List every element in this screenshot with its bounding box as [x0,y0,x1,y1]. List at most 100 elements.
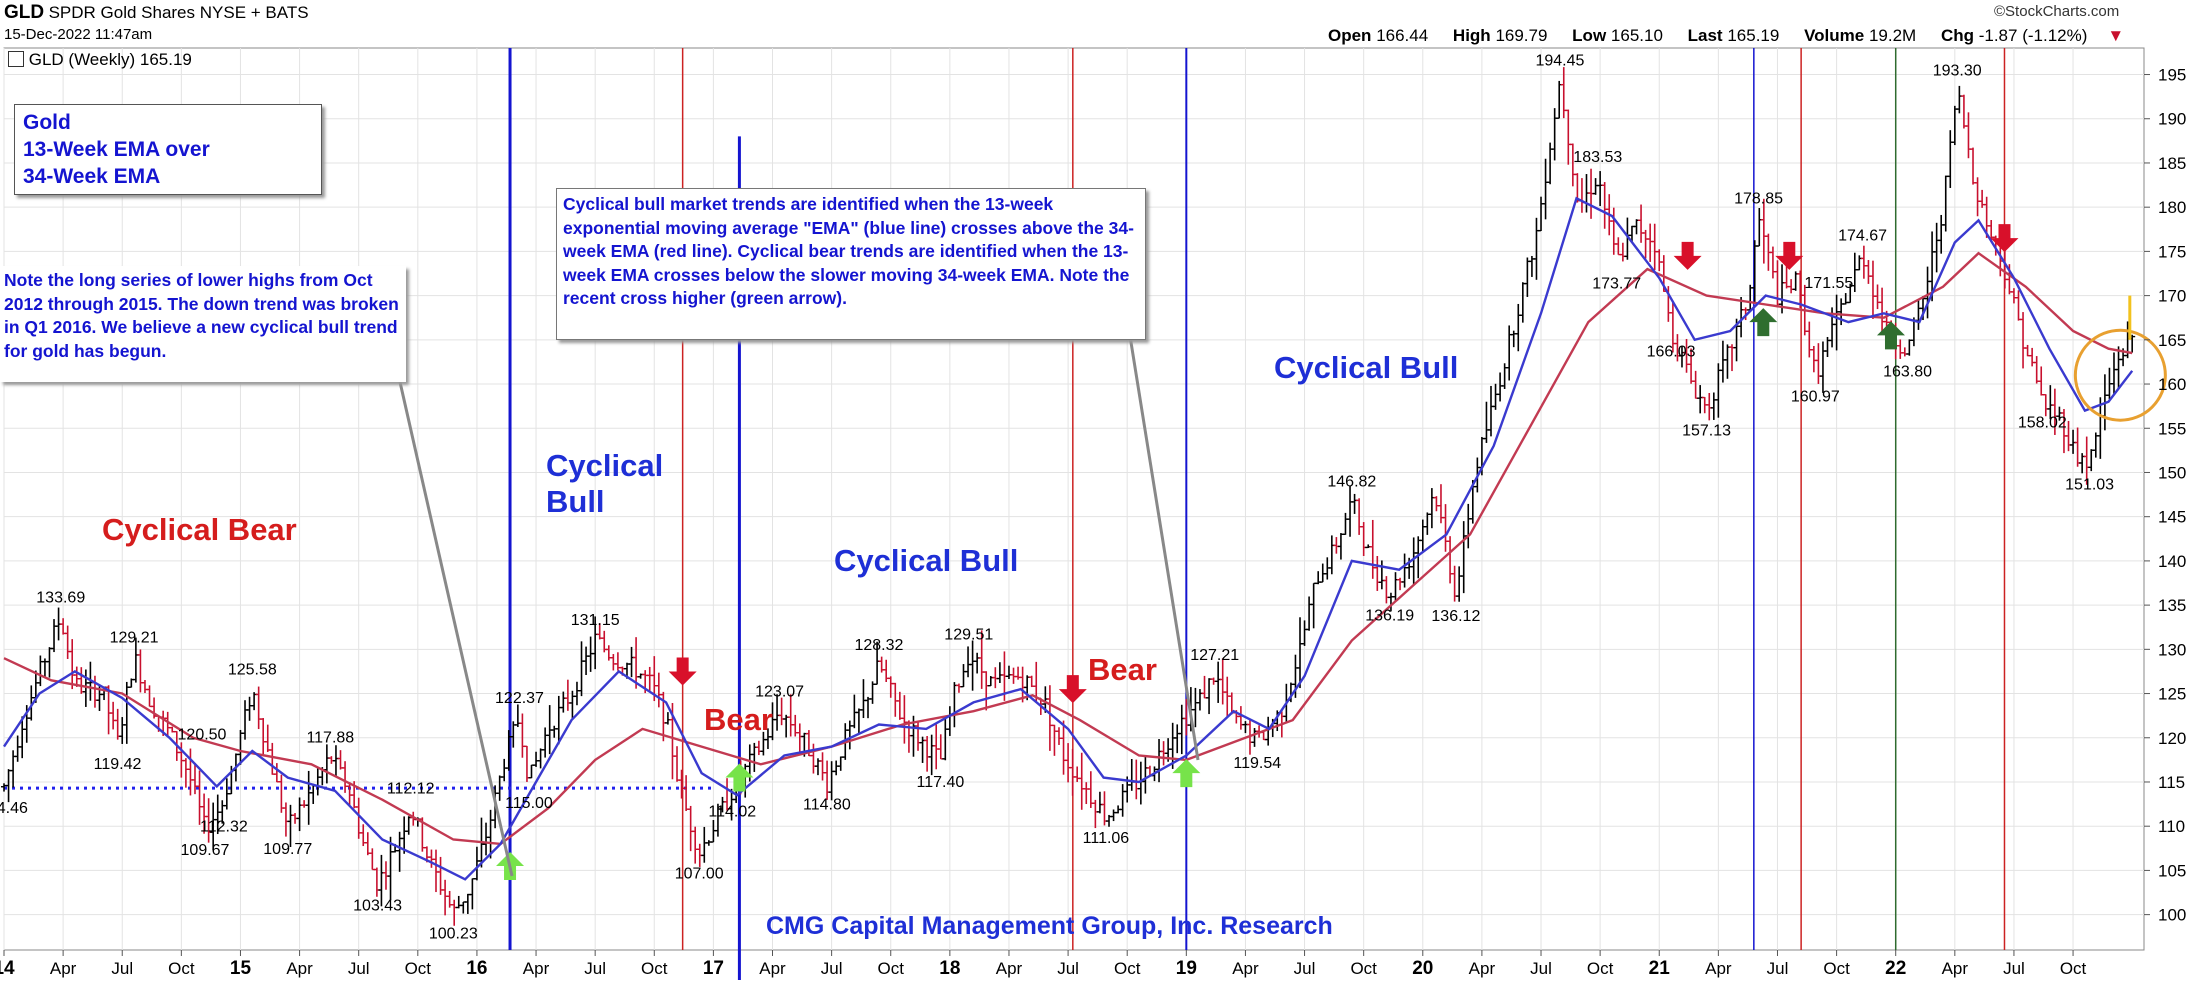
research-credit: CMG Capital Management Group, Inc. Resea… [766,912,1333,940]
y-tick-label: 135 [2158,596,2186,615]
value-label: 163.80 [1883,363,1932,380]
x-tick-label: Oct [2060,959,2087,978]
highlight-circle [2073,328,2167,422]
value-label: 158.02 [2018,415,2067,432]
x-tick-label: 20 [1412,958,1433,979]
legend-box: Gold 13-Week EMA over 34-Week EMA [14,104,322,195]
ema-lines [3,196,2134,881]
open-value: 166.44 [1376,26,1429,45]
open-label: Open [1328,26,1372,45]
volume-value: 19.2M [1868,26,1917,45]
y-tick-label: 155 [2158,419,2186,438]
label-cyclical-bull-1: Cyclical Bull [546,448,663,520]
bear-arrow-icon [1775,241,1804,270]
ema-13-line [3,196,2134,881]
value-label: 114.80 [803,797,851,814]
x-tick-label: Apr [1232,959,1259,978]
value-label: 112.12 [387,780,435,797]
x-tick-label: 17 [703,958,724,979]
x-tick-label: Apr [1942,959,1969,978]
callout-line-left [398,381,514,877]
value-label: 171.55 [1804,275,1853,292]
x-tick-label: Oct [1587,959,1614,978]
callout-lines [398,335,1200,877]
label-cyclical-bull-3: Cyclical Bull [1274,350,1459,385]
bull-arrow-icon [1876,321,1905,350]
bull-arrow-icon [725,763,754,792]
note-lower-highs: Note the long series of lower highs from… [0,266,406,382]
value-label: 136.19 [1365,608,1414,625]
label-bear-1: Bear [704,702,773,737]
x-tick-label: Jul [1294,959,1316,978]
ticker-symbol: GLD [4,2,45,23]
value-label: 129.51 [944,627,993,644]
x-tick-label: 18 [939,958,960,979]
y-tick-label: 105 [2158,861,2186,880]
x-tick-label: Jul [1530,959,1552,978]
y-tick-label: 180 [2158,198,2186,217]
x-tick-label: Oct [1114,959,1141,978]
legend-line-3: 34-Week EMA [23,165,161,188]
chg-value: -1.87 (-1.12%) [1978,26,2088,45]
label-cyclical-bear: Cyclical Bear [102,512,297,547]
x-tick-label: 22 [1885,958,1906,979]
y-tick-label: 115 [2158,773,2185,792]
value-label: 114.46 [0,800,28,817]
y-tick-label: 110 [2158,817,2185,836]
value-label: 136.12 [1431,608,1480,625]
value-label: 133.69 [36,590,85,607]
y-tick-label: 195 [2158,66,2186,85]
x-tick-label: Apr [759,959,786,978]
high-label: High [1452,26,1491,45]
value-label: 194.45 [1535,52,1584,69]
ema-34-line [3,251,2133,846]
x-tick-label: Apr [50,959,77,978]
header: GLD SPDR Gold Shares NYSE + BATS [4,2,309,24]
value-label: 109.67 [181,842,230,859]
bear-arrow-icon [1990,224,2019,253]
x-tick-label: Jul [821,959,843,978]
x-tick-label: Jul [2003,959,2025,978]
x-tick-label: Apr [523,959,550,978]
x-tick-label: Apr [1469,959,1496,978]
y-tick-label: 130 [2158,640,2186,659]
value-label: 193.30 [1933,63,1982,80]
x-tick-label: Apr [1705,959,1732,978]
low-value: 165.10 [1610,26,1663,45]
y-tick-label: 120 [2158,729,2186,748]
value-label: 125.58 [228,661,277,678]
label-bear-2: Bear [1088,652,1157,687]
x-tick-label: 21 [1649,958,1671,979]
value-label: 111.06 [1083,830,1130,847]
legend-line-2: 13-Week EMA over [23,138,210,161]
x-tick-label: Jul [111,959,133,978]
grid [3,47,2145,951]
value-label: 114.02 [708,804,756,821]
x-tick-label: Jul [348,959,370,978]
value-label: 127.21 [1190,647,1239,664]
note-ema-rules: Cyclical bull market trends are identifi… [556,188,1146,340]
y-tick-label: 150 [2158,463,2186,482]
signal-arrows [496,224,2167,880]
x-tick-label: Jul [1767,959,1789,978]
y-tick-label: 190 [2158,110,2186,129]
high-value: 169.79 [1495,26,1548,45]
value-label: 103.43 [353,897,402,914]
chart-date: 15-Dec-2022 11:47am [4,26,153,43]
value-label: 117.88 [306,730,354,747]
x-tick-label: Oct [1350,959,1377,978]
value-label: 128.32 [854,637,903,654]
bear-arrow-icon [668,657,697,686]
chg-down-icon: ▼ [2107,26,2125,45]
label-cyclical-bull-1-line2: Bull [546,484,605,519]
value-label: 178.85 [1734,190,1783,207]
label-cyclical-bull-1-line1: Cyclical [546,448,664,483]
value-label: 183.53 [1573,149,1622,166]
weekly-legend: GLD (Weekly) 165.19 [8,50,192,70]
value-label: 131.15 [571,612,620,629]
x-tick-label: Oct [168,959,195,978]
y-tick-label: 165 [2158,331,2186,350]
weekly-legend-text: GLD (Weekly) 165.19 [28,50,192,69]
signal-lines [508,48,2006,980]
value-label: 151.03 [2065,476,2114,493]
